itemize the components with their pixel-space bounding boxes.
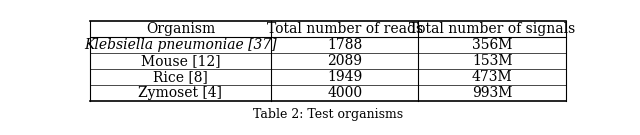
Text: Zymoset [4]: Zymoset [4] [138,86,222,100]
Text: Total number of reads: Total number of reads [267,22,423,36]
Text: 153M: 153M [472,54,513,68]
Text: Klebsiella pneumoniae [37]: Klebsiella pneumoniae [37] [84,38,276,52]
Text: 1949: 1949 [327,70,362,84]
Text: 473M: 473M [472,70,513,84]
Text: Total number of signals: Total number of signals [409,22,575,36]
Text: Mouse [12]: Mouse [12] [141,54,220,68]
Text: Rice [8]: Rice [8] [153,70,208,84]
Text: Table 2: Test organisms: Table 2: Test organisms [253,108,403,122]
Text: 1788: 1788 [327,38,362,52]
Text: 2089: 2089 [327,54,362,68]
Text: Organism: Organism [146,22,215,36]
Text: 993M: 993M [472,86,513,100]
Text: 4000: 4000 [327,86,362,100]
Text: 356M: 356M [472,38,513,52]
